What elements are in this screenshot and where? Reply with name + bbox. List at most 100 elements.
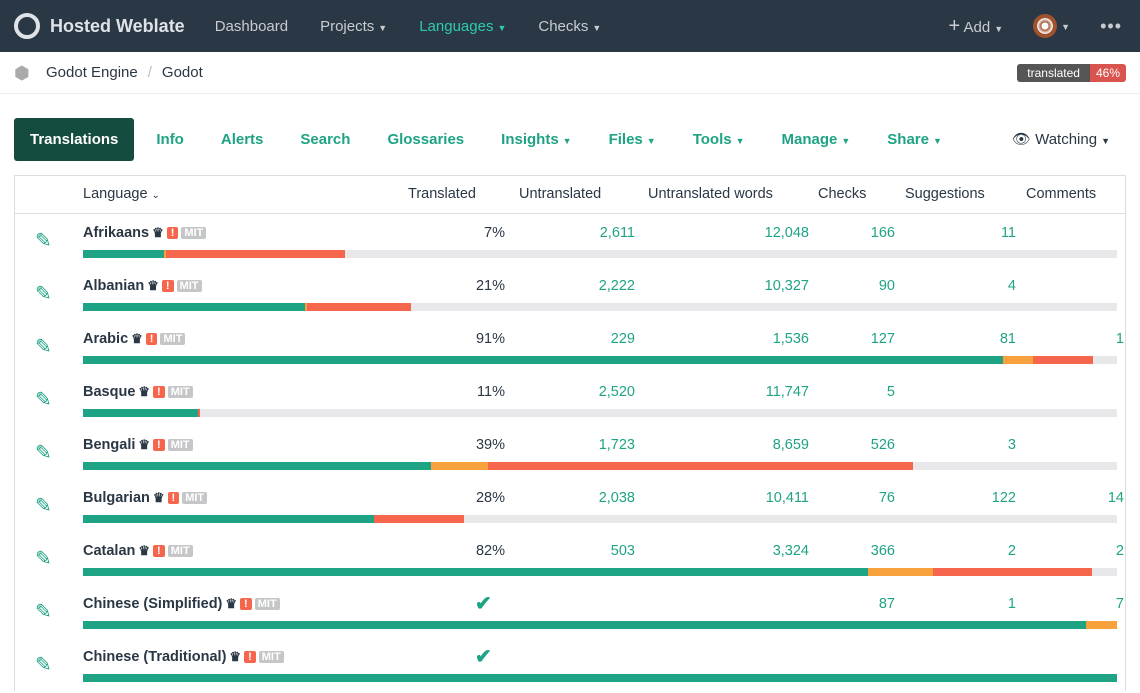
pencil-icon[interactable]: ✎: [35, 601, 52, 623]
alert-icon: !: [153, 439, 165, 451]
untranslated-link[interactable]: 503: [610, 543, 635, 559]
pencil-icon[interactable]: ✎: [35, 495, 52, 517]
nav-checks[interactable]: Checks ▼: [538, 17, 602, 35]
breadcrumb: ⬢ Godot Engine / Godot translated 46%: [0, 52, 1140, 94]
untranslated-words-link[interactable]: 8,659: [772, 437, 809, 453]
comments-link[interactable]: 1: [1115, 331, 1124, 347]
untranslated-link[interactable]: 1,723: [598, 437, 635, 453]
tab-manage[interactable]: Manage ▼: [781, 130, 851, 148]
table-row: ✎ Arabic ♛! MIT 91% 229 1,536 127 81 1: [15, 320, 1125, 373]
language-name[interactable]: Chinese (Traditional) ♛! MIT: [83, 649, 284, 665]
bar-needs-editing: [305, 303, 308, 311]
col-translated[interactable]: Translated: [408, 186, 476, 202]
breadcrumb-project[interactable]: Godot Engine: [46, 64, 138, 81]
caret-down-icon: ▼: [378, 22, 388, 33]
component-tabs: Translations Info Alerts Search Glossaries In…: [0, 94, 1140, 169]
bar-failing: [197, 409, 200, 417]
tab-info[interactable]: Info: [156, 130, 184, 148]
checks-link[interactable]: 366: [870, 543, 895, 559]
nav-dashboard[interactable]: Dashboard: [214, 17, 289, 35]
more-icon[interactable]: •••: [1100, 15, 1122, 36]
progress-bar: [83, 462, 1117, 470]
comments-link[interactable]: 2: [1115, 543, 1124, 559]
untranslated-words-link[interactable]: 10,411: [765, 490, 809, 506]
untranslated-words-link[interactable]: 11,747: [765, 384, 809, 400]
add-menu[interactable]: + Add ▼: [948, 14, 1004, 37]
translated-percent: 39%: [475, 437, 505, 453]
col-suggestions[interactable]: Suggestions: [905, 186, 985, 202]
language-name[interactable]: Afrikaans ♛! MIT: [83, 225, 207, 241]
user-menu[interactable]: ▼: [1033, 14, 1070, 38]
license-badge: MIT: [254, 598, 280, 610]
tab-tools[interactable]: Tools ▼: [692, 130, 745, 148]
weblate-logo-icon: [14, 13, 40, 39]
bar-approved: [83, 462, 432, 470]
bar-approved: [83, 356, 1004, 364]
checks-link[interactable]: 90: [878, 278, 895, 294]
language-name[interactable]: Catalan ♛! MIT: [83, 543, 193, 559]
col-checks[interactable]: Checks: [818, 186, 867, 202]
untranslated-words-link[interactable]: 12,048: [764, 225, 809, 241]
pencil-icon[interactable]: ✎: [35, 283, 52, 305]
untranslated-words-link[interactable]: 1,536: [772, 331, 809, 347]
untranslated-link[interactable]: 2,038: [598, 490, 635, 506]
untranslated-link[interactable]: 229: [610, 331, 635, 347]
tab-search[interactable]: Search: [300, 130, 351, 148]
bar-approved: [83, 621, 1086, 629]
pencil-icon[interactable]: ✎: [35, 442, 52, 464]
license-badge: MIT: [167, 439, 193, 451]
nav-languages[interactable]: Languages ▼: [419, 17, 507, 35]
caret-down-icon: ▼: [994, 23, 1004, 34]
license-badge: MIT: [167, 545, 193, 557]
pencil-icon[interactable]: ✎: [35, 548, 52, 570]
suggestions-link[interactable]: 1: [1007, 596, 1016, 612]
language-name[interactable]: Arabic ♛! MIT: [83, 331, 186, 347]
untranslated-link[interactable]: 2,222: [598, 278, 635, 294]
language-name[interactable]: Basque ♛! MIT: [83, 384, 193, 400]
comments-link[interactable]: 7: [1115, 596, 1124, 612]
checks-link[interactable]: 526: [870, 437, 895, 453]
tab-files[interactable]: Files ▼: [608, 130, 656, 148]
alert-icon: !: [153, 386, 165, 398]
suggestions-link[interactable]: 122: [991, 490, 1016, 506]
language-name[interactable]: Bengali ♛! MIT: [83, 437, 193, 453]
progress-bar: [83, 409, 1117, 417]
col-untranslated-words[interactable]: Untranslated words: [648, 186, 773, 202]
breadcrumb-component[interactable]: Godot: [161, 64, 203, 81]
suggestions-link[interactable]: 81: [999, 331, 1016, 347]
suggestions-link[interactable]: 11: [1000, 225, 1016, 241]
checks-link[interactable]: 87: [878, 596, 895, 612]
untranslated-words-link[interactable]: 10,327: [764, 278, 809, 294]
language-name[interactable]: Chinese (Simplified) ♛! MIT: [83, 596, 280, 612]
pencil-icon[interactable]: ✎: [35, 336, 52, 358]
suggestions-link[interactable]: 4: [1007, 278, 1016, 294]
bar-needs-editing: [867, 568, 933, 576]
col-comments[interactable]: Comments: [1026, 186, 1097, 202]
checks-link[interactable]: 76: [878, 490, 895, 506]
untranslated-words-link[interactable]: 3,324: [772, 543, 809, 559]
alert-icon: !: [244, 651, 256, 663]
language-name[interactable]: Bulgarian ♛! MIT: [83, 490, 208, 506]
suggestions-link[interactable]: 2: [1007, 543, 1016, 559]
pencil-icon[interactable]: ✎: [35, 230, 52, 252]
checks-link[interactable]: 5: [886, 384, 895, 400]
tab-insights[interactable]: Insights ▼: [501, 130, 572, 148]
checks-link[interactable]: 127: [870, 331, 895, 347]
col-untranslated[interactable]: Untranslated: [519, 186, 602, 202]
watching-button[interactable]: 👁 Watching ▼: [1011, 131, 1110, 148]
tab-share[interactable]: Share ▼: [887, 130, 942, 148]
tab-alerts[interactable]: Alerts: [220, 130, 264, 148]
pencil-icon[interactable]: ✎: [35, 654, 52, 676]
checks-link[interactable]: 166: [870, 225, 895, 241]
untranslated-link[interactable]: 2,520: [598, 384, 635, 400]
language-name[interactable]: Albanian ♛! MIT: [83, 278, 202, 294]
tab-glossaries[interactable]: Glossaries: [387, 130, 465, 148]
untranslated-link[interactable]: 2,611: [599, 225, 635, 241]
comments-link[interactable]: 14: [1107, 490, 1124, 506]
tab-translations[interactable]: Translations: [14, 117, 135, 161]
pencil-icon[interactable]: ✎: [35, 389, 52, 411]
suggestions-link[interactable]: 3: [1007, 437, 1016, 453]
col-language[interactable]: Language ⌄: [83, 186, 160, 202]
brand[interactable]: Hosted Weblate: [14, 13, 185, 39]
nav-projects[interactable]: Projects ▼: [320, 17, 388, 35]
